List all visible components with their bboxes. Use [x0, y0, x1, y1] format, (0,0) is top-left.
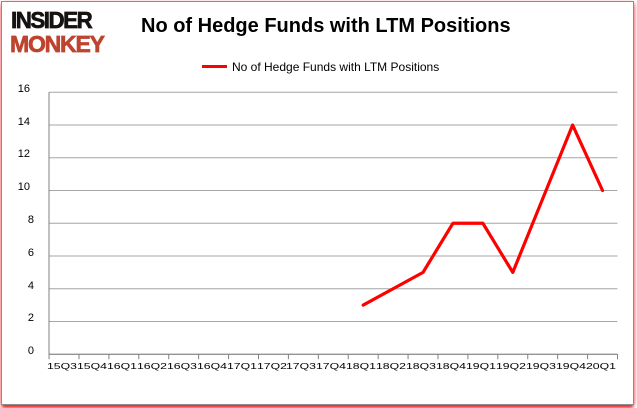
svg-text:INSIDER: INSIDER — [11, 7, 92, 33]
svg-text:MONKEY: MONKEY — [10, 31, 105, 57]
